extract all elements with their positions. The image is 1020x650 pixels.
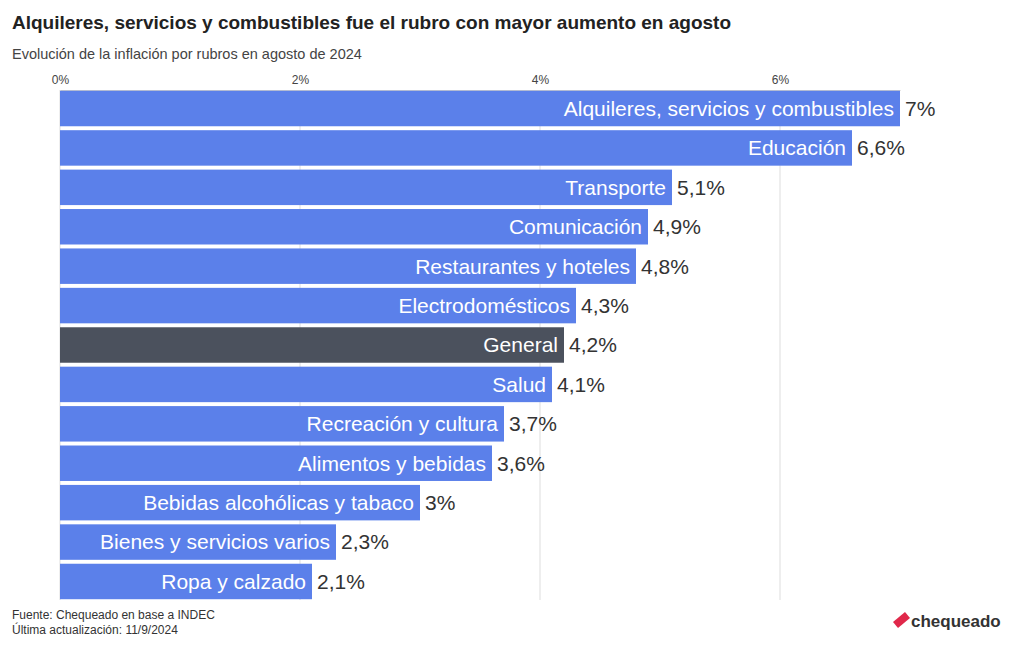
data-label: 4,9% <box>653 215 701 238</box>
category-label: Bebidas alcohólicas y tabaco <box>143 491 414 514</box>
bar <box>60 406 504 441</box>
tick: 4% <box>532 73 550 90</box>
grid <box>60 90 780 600</box>
subtitle: Evolución de la inflación por rubros en … <box>12 46 362 62</box>
category-label: Transporte <box>565 176 666 199</box>
note: Última actualización: 11/9/2024 <box>12 622 178 637</box>
category-label: Alimentos y bebidas <box>298 452 486 475</box>
bar <box>60 170 672 205</box>
note: Fuente: Chequeado en base a INDEC <box>12 608 215 622</box>
bar <box>60 248 636 283</box>
category-label: Bienes y servicios varios <box>100 530 330 553</box>
data-label: 2,1% <box>317 570 365 593</box>
data-label: 4,1% <box>557 373 605 396</box>
data-label: 3,6% <box>497 452 545 475</box>
title: Alquileres, servicios y combustibles fue… <box>12 12 731 33</box>
data-label: 7% <box>905 97 935 120</box>
category-label: Ropa y calzado <box>161 570 306 593</box>
bar <box>60 327 564 362</box>
bar <box>60 524 336 559</box>
data-label: 6,6% <box>857 136 905 159</box>
category-label: Restaurantes y hoteles <box>415 255 630 278</box>
bar <box>60 130 852 165</box>
labels: Alquileres, servicios y combustibles Educ… <box>100 97 935 593</box>
category-label: Salud <box>492 373 546 396</box>
brand-text: chequeado <box>911 612 1001 631</box>
bar <box>60 288 576 323</box>
grid-line <box>780 90 781 600</box>
bar <box>60 446 492 481</box>
tick: 0% <box>52 73 70 90</box>
bar <box>60 209 648 244</box>
category-label: Alquileres, servicios y combustibles <box>564 97 894 120</box>
data-label: 4,8% <box>641 255 689 278</box>
bar <box>60 485 420 520</box>
category-label: Recreación y cultura <box>307 412 499 435</box>
brand: chequeado <box>893 612 1001 631</box>
data-label: 4,3% <box>581 294 629 317</box>
data-label: 2,3% <box>341 530 389 553</box>
tick: 2% <box>292 73 310 90</box>
bars <box>60 91 900 599</box>
tick-label: 2% <box>292 73 310 87</box>
notes: Fuente: Chequeado en base a INDECÚltima … <box>12 608 215 637</box>
data-label: 3% <box>425 491 455 514</box>
x-axis: 0% 2% 4% 6% <box>52 73 901 91</box>
data-label: 5,1% <box>677 176 725 199</box>
data-label: 3,7% <box>509 412 557 435</box>
tick: 6% <box>772 73 790 90</box>
category-label: General <box>483 333 558 356</box>
category-label: Comunicación <box>509 215 642 238</box>
bar <box>60 367 552 402</box>
bar <box>60 564 312 599</box>
data-label: 4,2% <box>569 333 617 356</box>
tick-label: 4% <box>532 73 550 87</box>
category-label: Educación <box>748 136 846 159</box>
tick-label: 6% <box>772 73 790 87</box>
category-label: Electrodomésticos <box>398 294 570 317</box>
bar <box>60 91 900 126</box>
tick-label: 0% <box>52 73 70 87</box>
chart: Alquileres, servicios y combustibles fue… <box>0 0 1020 650</box>
brand-icon <box>893 612 910 628</box>
